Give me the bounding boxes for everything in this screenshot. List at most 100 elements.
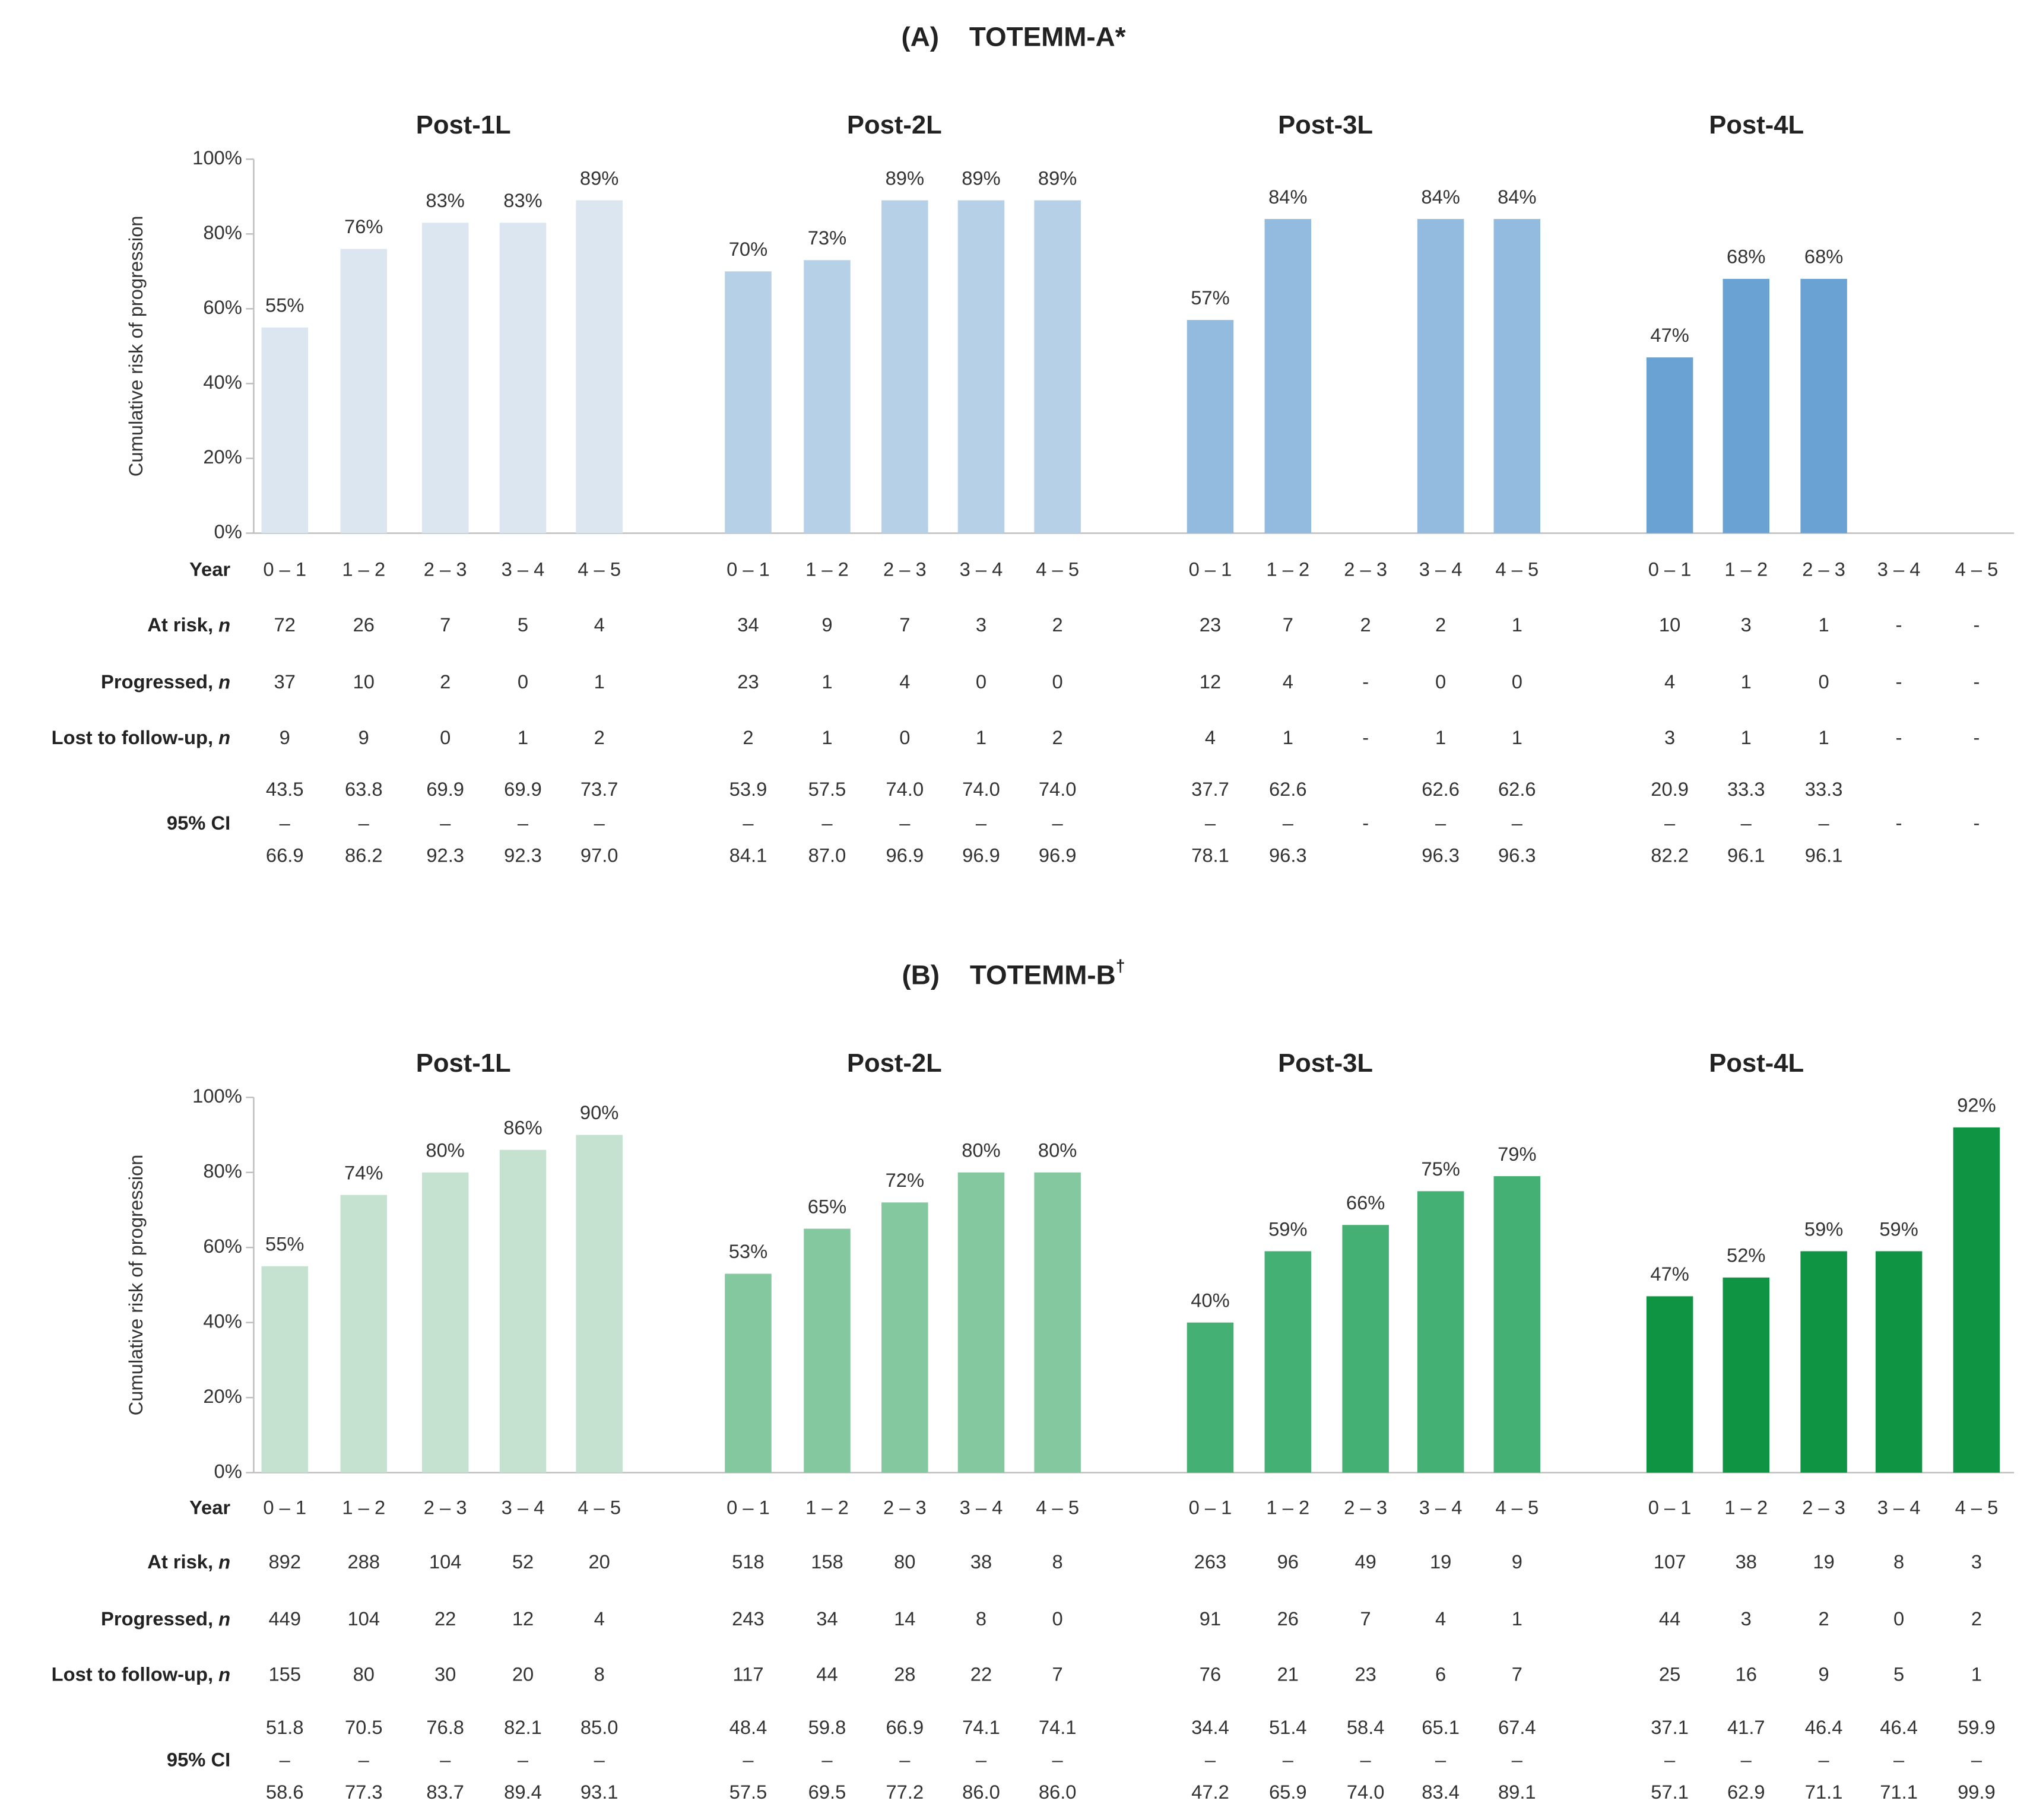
ci-low-cell: 62.6	[1269, 778, 1307, 800]
x-category-label: 3 – 4	[502, 1496, 545, 1518]
bar-value-label: 76%	[344, 215, 383, 237]
y-tick-label: 40%	[203, 371, 242, 393]
progressed-cell: 0	[1819, 671, 1829, 693]
lost-cell: 25	[1659, 1663, 1680, 1685]
at-risk-cell: 263	[1194, 1551, 1227, 1573]
ci-dash-cell: –	[821, 812, 833, 834]
lost-cell: 76	[1200, 1663, 1221, 1685]
y-tick-label: 0%	[214, 520, 242, 542]
row-label-progressed: Progressed, n	[101, 671, 230, 693]
bar	[881, 200, 928, 533]
ci-dash-cell: –	[1664, 812, 1676, 834]
bar-value-label: 92%	[1957, 1094, 1996, 1116]
progressed-cell: 0	[976, 671, 986, 693]
ci-high-cell: 96.9	[1039, 844, 1077, 866]
bar	[1417, 1191, 1464, 1473]
x-category-label: 4 – 5	[1955, 558, 1999, 580]
at-risk-cell: 288	[347, 1551, 380, 1573]
ci-high-cell: 78.1	[1191, 844, 1229, 866]
ci-dash-cell: –	[594, 812, 605, 834]
progressed-cell: 8	[976, 1608, 986, 1630]
panel-title: Post-2L	[847, 111, 942, 139]
x-category-label: 1 – 2	[342, 1496, 385, 1518]
n-symbol: n	[218, 726, 230, 748]
panel-title: Post-2L	[847, 1049, 942, 1078]
at-risk-cell: 26	[353, 614, 375, 636]
progressed-cell: 91	[1200, 1608, 1221, 1630]
bar	[499, 223, 547, 533]
bar	[804, 260, 851, 533]
progressed-cell: 1	[594, 671, 605, 693]
x-category-label: 1 – 2	[805, 1496, 849, 1518]
bar-value-label: 68%	[1804, 246, 1843, 268]
bar-value-label: 57%	[1191, 287, 1229, 309]
ci-dash-cell: –	[1435, 1749, 1447, 1771]
ci-low-cell: 65.1	[1422, 1716, 1460, 1738]
bar	[957, 1172, 1005, 1473]
at-risk-cell: 5	[518, 614, 528, 636]
ci-dash-cell: -	[1974, 812, 1980, 834]
bar	[1493, 219, 1541, 533]
lost-cell: -	[1362, 726, 1369, 748]
x-category-label: 3 – 4	[1877, 1496, 1921, 1518]
progressed-cell: 26	[1277, 1608, 1299, 1630]
lost-cell: 28	[894, 1663, 915, 1685]
ci-low-cell: 48.4	[729, 1716, 767, 1738]
bar-value-label: 59%	[1804, 1218, 1843, 1240]
bar	[1417, 219, 1464, 533]
bar	[576, 1135, 623, 1473]
ci-low-cell: 59.8	[808, 1716, 846, 1738]
bar-value-label: 90%	[580, 1101, 618, 1123]
y-tick-label: 0%	[214, 1460, 242, 1482]
lost-cell: 30	[434, 1663, 456, 1685]
lost-cell: 1	[976, 726, 986, 748]
progressed-cell: 0	[518, 671, 528, 693]
ci-low-cell: 41.7	[1727, 1716, 1765, 1738]
bar-value-label: 73%	[808, 227, 846, 249]
ci-high-cell: 83.4	[1422, 1781, 1460, 1803]
n-symbol: n	[218, 671, 230, 693]
panel-title: Post-3L	[1278, 1049, 1373, 1078]
at-risk-cell: 7	[1283, 614, 1293, 636]
ci-dash-cell: –	[743, 812, 754, 834]
y-axis-label: Cumulative risk of progression	[125, 215, 147, 477]
bar	[957, 200, 1005, 533]
x-category-label: 4 – 5	[578, 1496, 621, 1518]
ci-dash-cell: -	[1362, 812, 1369, 834]
at-risk-cell: 19	[1430, 1551, 1451, 1573]
ci-dash-cell: –	[743, 1749, 754, 1771]
ci-high-cell: 89.4	[504, 1781, 542, 1803]
lost-cell: 20	[512, 1663, 534, 1685]
lost-cell: 1	[518, 726, 528, 748]
y-tick-label: 80%	[203, 221, 242, 243]
at-risk-cell: 9	[821, 614, 832, 636]
ci-dash-cell: –	[821, 1749, 833, 1771]
bar-value-label: 84%	[1268, 186, 1307, 208]
at-risk-cell: 7	[440, 614, 451, 636]
ci-dash-cell: –	[359, 1749, 370, 1771]
bar	[881, 1202, 928, 1473]
x-category-label: 1 – 2	[1724, 1496, 1768, 1518]
ci-low-cell: 46.4	[1880, 1716, 1918, 1738]
lost-cell: 7	[1052, 1663, 1063, 1685]
ci-high-cell: 96.3	[1269, 844, 1307, 866]
bar-value-label: 53%	[729, 1240, 767, 1262]
progressed-cell: 243	[732, 1608, 765, 1630]
x-category-label: 0 – 1	[727, 1496, 770, 1518]
bar	[1034, 200, 1081, 533]
at-risk-cell: 96	[1277, 1551, 1299, 1573]
lost-cell: 22	[970, 1663, 992, 1685]
x-category-label: 0 – 1	[263, 558, 306, 580]
ci-high-cell: 96.3	[1498, 844, 1536, 866]
lost-cell: 4	[1205, 726, 1216, 748]
x-category-label: 4 – 5	[1036, 558, 1079, 580]
bar-value-label: 89%	[886, 167, 924, 189]
ci-dash-cell: –	[1819, 1749, 1830, 1771]
ci-high-cell: 92.3	[426, 844, 464, 866]
bar	[1493, 1176, 1541, 1473]
lost-cell: 0	[899, 726, 910, 748]
lost-cell: 1	[1283, 726, 1293, 748]
x-category-label: 4 – 5	[578, 558, 621, 580]
bar-value-label: 66%	[1346, 1192, 1385, 1214]
progressed-cell: 2	[1971, 1608, 1982, 1630]
